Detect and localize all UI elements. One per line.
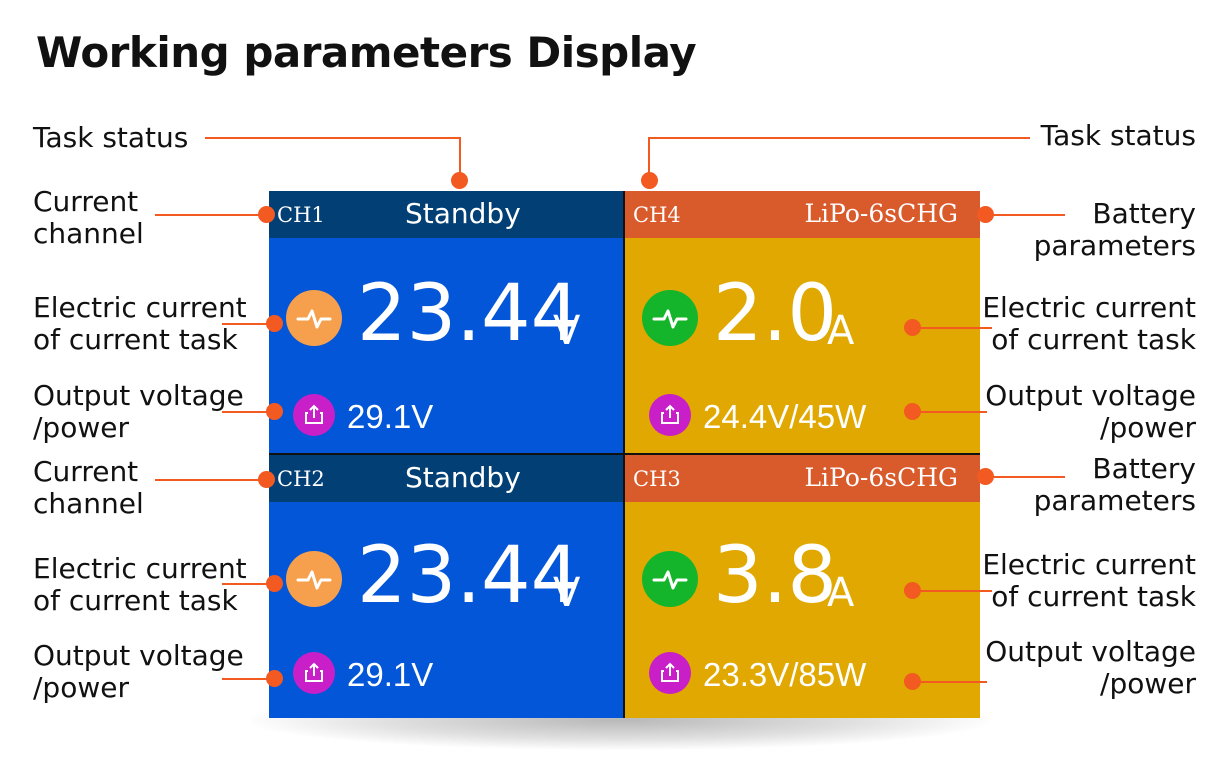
label-output-voltage: Output voltage/power: [33, 639, 244, 704]
callout-line: [155, 479, 265, 481]
label-electric-current: Electric current of current task: [33, 291, 247, 356]
output-voltage-power: 24.4V/45W: [703, 398, 867, 435]
main-value: 23.44: [357, 531, 581, 621]
callout-line: [648, 137, 650, 179]
main-unit: V: [553, 570, 581, 616]
waveform-icon: [286, 290, 342, 346]
callout-line: [222, 678, 274, 680]
callout-dot: [904, 673, 921, 690]
callout-line: [459, 137, 461, 179]
export-icon: [649, 394, 691, 436]
channel-panel-ch3: CH3 LiPo-6sCHG 3.8 A 23.3V/85W: [625, 455, 980, 718]
export-icon: [293, 394, 335, 436]
label-task-status: Task status: [33, 121, 189, 154]
label-output-voltage: Output voltage/power: [985, 379, 1196, 444]
label-current-channel: Current channel: [33, 185, 144, 250]
label-battery-parameters: Battery parameters: [1033, 452, 1196, 517]
callout-dot: [266, 403, 283, 420]
label-current-channel: Current channel: [33, 455, 144, 520]
main-value: 3.8: [713, 531, 838, 621]
channel-header: CH4 LiPo-6sCHG: [625, 191, 980, 238]
channel-id: CH3: [633, 467, 681, 491]
export-icon: [649, 652, 691, 694]
callout-line: [912, 411, 987, 413]
callout-dot: [258, 471, 275, 488]
main-value: 23.44: [357, 269, 581, 359]
label-task-status: Task status: [1040, 119, 1196, 152]
charger-screen: CH1 Standby 23.44 V 29.1V CH4 LiPo-6sCHG…: [269, 191, 980, 718]
callout-line: [222, 583, 274, 585]
waveform-icon: [642, 551, 698, 607]
label-electric-current: Electric current of current task: [982, 291, 1196, 356]
label-electric-current: Electric current of current task: [33, 552, 247, 617]
channel-header: CH3 LiPo-6sCHG: [625, 455, 980, 502]
callout-line: [205, 137, 460, 139]
callout-line: [222, 411, 274, 413]
channel-id: CH1: [277, 203, 325, 227]
callout-line: [912, 327, 992, 329]
callout-line: [985, 214, 1065, 216]
output-voltage-power: 23.3V/85W: [703, 656, 867, 693]
callout-dot: [258, 206, 275, 223]
channel-header: CH1 Standby: [269, 191, 623, 238]
callout-dot: [266, 575, 283, 592]
callout-dot: [266, 315, 283, 332]
channel-panel-ch2: CH2 Standby 23.44 V 29.1V: [269, 455, 623, 718]
channel-panel-ch1: CH1 Standby 23.44 V 29.1V: [269, 191, 623, 453]
main-unit: V: [553, 308, 581, 354]
label-output-voltage: Output voltage/power: [33, 379, 244, 444]
channel-id: CH2: [277, 467, 325, 491]
channel-panel-ch4: CH4 LiPo-6sCHG 2.0 A 24.4V/45W: [625, 191, 980, 453]
task-status: LiPo-6sCHG: [804, 199, 958, 228]
output-voltage-power: 29.1V: [347, 656, 434, 693]
output-voltage-power: 29.1V: [347, 398, 434, 435]
callout-line: [912, 590, 992, 592]
waveform-icon: [642, 290, 698, 346]
callout-dot: [977, 206, 994, 223]
callout-line: [648, 137, 1030, 139]
task-status: Standby: [405, 197, 521, 230]
waveform-icon: [286, 551, 342, 607]
label-battery-parameters: Battery parameters: [1033, 197, 1196, 262]
main-value: 2.0: [713, 269, 838, 359]
channel-id: CH4: [633, 203, 681, 227]
task-status: LiPo-6sCHG: [804, 463, 958, 492]
task-status: Standby: [405, 461, 521, 494]
callout-dot: [904, 319, 921, 336]
callout-dot: [451, 172, 468, 189]
callout-line: [222, 323, 274, 325]
callout-dot: [904, 582, 921, 599]
channel-header: CH2 Standby: [269, 455, 623, 502]
callout-dot: [904, 403, 921, 420]
callout-dot: [641, 172, 658, 189]
label-output-voltage: Output voltage/power: [985, 635, 1196, 700]
main-unit: A: [827, 570, 855, 616]
callout-dot: [977, 468, 994, 485]
export-icon: [293, 652, 335, 694]
label-electric-current: Electric current of current task: [982, 548, 1196, 613]
callout-line: [912, 681, 987, 683]
callout-line: [155, 214, 265, 216]
callout-dot: [266, 670, 283, 687]
main-unit: A: [827, 308, 855, 354]
callout-line: [985, 476, 1065, 478]
page-title: Working parameters Display: [36, 28, 697, 77]
